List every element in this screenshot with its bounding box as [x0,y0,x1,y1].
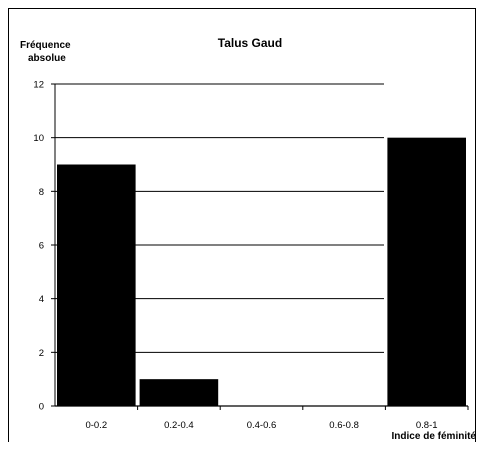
bar-1 [139,379,219,406]
y-axis-label-line-1: Fréquence [20,40,71,51]
y-tick-label-2: 2 [39,348,44,359]
x-tick-label-4: 0.8-1 [416,420,438,431]
x-tick-label-0: 0-0.2 [85,420,107,431]
x-tick-label-2: 0.4-0.6 [247,420,277,431]
y-tick-label-12: 12 [33,80,44,91]
bar-4 [387,137,466,406]
y-tick-label-4: 4 [39,294,44,305]
x-axis-label: Indice de féminité [392,431,477,442]
chart-title: Talus Gaud [218,36,282,50]
y-tick-label-6: 6 [39,241,44,252]
y-tick-label-10: 10 [33,133,44,144]
y-axis-label-line-2: absolue [28,53,66,64]
chart-frame [8,8,476,442]
x-tick-label-3: 0.6-0.8 [329,420,359,431]
x-tick-label-1: 0.2-0.4 [164,420,194,431]
bar-0 [57,164,136,406]
y-tick-label-8: 8 [39,187,44,198]
y-tick-label-0: 0 [39,402,44,413]
